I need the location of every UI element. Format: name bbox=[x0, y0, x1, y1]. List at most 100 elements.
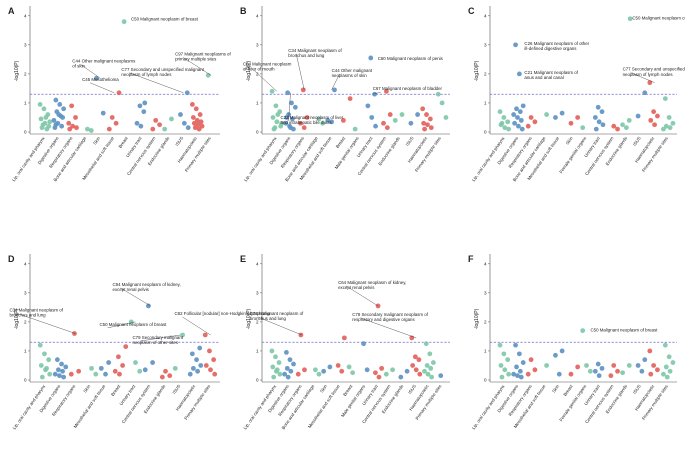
data-point bbox=[620, 370, 625, 376]
data-point bbox=[515, 115, 520, 120]
data-point bbox=[197, 112, 203, 117]
annotation-label: C44 Other malignant neoplasms of skin bbox=[72, 58, 136, 68]
data-point bbox=[106, 126, 112, 132]
data-point bbox=[44, 126, 50, 132]
x-tick-label-isus: ISUS bbox=[632, 136, 642, 147]
data-point bbox=[39, 374, 45, 380]
data-point bbox=[399, 112, 405, 117]
data-point bbox=[404, 368, 410, 374]
annotation-label: C97 Malignant neoplasms of primary multip… bbox=[175, 51, 231, 61]
data-point bbox=[273, 103, 279, 109]
data-point bbox=[410, 363, 416, 368]
data-point bbox=[159, 374, 165, 380]
data-point bbox=[275, 112, 281, 117]
x-tick-label-skin: Skin bbox=[82, 383, 91, 393]
data-point bbox=[198, 363, 204, 368]
data-point bbox=[518, 117, 524, 123]
data-point bbox=[626, 117, 632, 123]
data-point bbox=[181, 120, 187, 126]
data-point bbox=[425, 122, 430, 128]
data-point bbox=[506, 126, 512, 132]
data-point bbox=[180, 332, 186, 338]
data-point bbox=[109, 115, 115, 120]
data-point bbox=[350, 370, 356, 376]
annotation-leader-line bbox=[120, 287, 151, 307]
data-point bbox=[347, 96, 353, 101]
annotation-leader-line bbox=[331, 73, 340, 90]
panel-letter: B bbox=[240, 6, 247, 16]
data-point bbox=[37, 102, 43, 107]
data-point bbox=[207, 348, 212, 354]
data-point bbox=[72, 331, 77, 336]
data-point bbox=[553, 115, 558, 120]
data-point bbox=[575, 364, 581, 370]
data-point bbox=[556, 371, 562, 377]
y-tick-label: 3 bbox=[256, 42, 259, 47]
x-tick-label-isus: ISUS bbox=[171, 384, 181, 395]
data-point bbox=[270, 364, 276, 370]
data-point bbox=[61, 106, 67, 112]
annotation-label: C78 Secondary malignant neoplasm of respi… bbox=[352, 312, 428, 322]
x-tick-label-breast: Breast bbox=[110, 383, 122, 397]
data-point bbox=[85, 126, 90, 132]
data-point bbox=[277, 371, 283, 377]
data-point bbox=[56, 367, 61, 373]
data-point bbox=[169, 116, 174, 122]
data-point bbox=[269, 88, 275, 94]
data-point bbox=[651, 109, 657, 115]
y-tick-label: 2 bbox=[256, 72, 259, 77]
data-point bbox=[422, 126, 427, 132]
y-tick-label: 1 bbox=[484, 101, 487, 106]
panel-letter: F bbox=[468, 254, 474, 264]
data-point bbox=[142, 367, 148, 373]
annotation-leader-line bbox=[250, 67, 277, 92]
x-tick-label-skin: Skin bbox=[92, 135, 101, 145]
data-point bbox=[138, 123, 144, 129]
data-point bbox=[611, 123, 617, 129]
panel-letter: A bbox=[8, 6, 15, 16]
data-point bbox=[498, 363, 504, 368]
y-tick-label: 4 bbox=[256, 261, 259, 266]
data-point bbox=[655, 367, 660, 373]
annotation-label: C60 Malignant neoplasm of penis bbox=[378, 56, 444, 61]
data-point bbox=[117, 371, 122, 377]
annotation-label: C26 Malignant neoplasm of other ill-defin… bbox=[524, 41, 589, 51]
data-point bbox=[339, 368, 345, 374]
data-point bbox=[292, 104, 298, 110]
data-point bbox=[568, 120, 574, 126]
data-point bbox=[54, 357, 60, 363]
x-tick-label-isus: ISUS bbox=[632, 384, 642, 395]
data-point bbox=[297, 120, 303, 126]
data-point bbox=[413, 367, 419, 373]
y-tick-label: 0 bbox=[256, 130, 259, 135]
data-point bbox=[532, 119, 538, 125]
data-point bbox=[276, 360, 282, 365]
data-point bbox=[390, 367, 395, 373]
data-point bbox=[47, 119, 53, 125]
data-point bbox=[626, 363, 632, 368]
y-tick-label: 4 bbox=[484, 13, 487, 18]
x-tick-label-primary-multiple-sites: Primary multiple sites bbox=[184, 135, 212, 173]
data-point bbox=[511, 112, 517, 117]
data-point bbox=[559, 110, 565, 116]
data-point bbox=[428, 365, 434, 371]
data-point bbox=[514, 364, 519, 370]
data-point bbox=[274, 367, 280, 373]
annotation-label: C21 Malignant neoplasm of anus and anal c… bbox=[524, 70, 578, 80]
data-point bbox=[595, 361, 601, 367]
data-point bbox=[516, 351, 522, 357]
data-point bbox=[528, 115, 534, 120]
data-point bbox=[290, 116, 295, 122]
data-point bbox=[142, 100, 148, 106]
annotation-leader-line bbox=[345, 285, 379, 307]
data-point bbox=[46, 357, 52, 363]
data-point bbox=[670, 360, 676, 365]
y-tick-label: 0 bbox=[24, 130, 27, 135]
annotation-leader-line bbox=[90, 82, 115, 93]
data-point bbox=[417, 371, 423, 377]
y-tick-label: 3 bbox=[24, 42, 27, 47]
annotation-label: C34 Malignant neoplasm of bronchus and lu… bbox=[288, 48, 342, 58]
data-point bbox=[595, 104, 601, 110]
data-point bbox=[520, 103, 526, 109]
